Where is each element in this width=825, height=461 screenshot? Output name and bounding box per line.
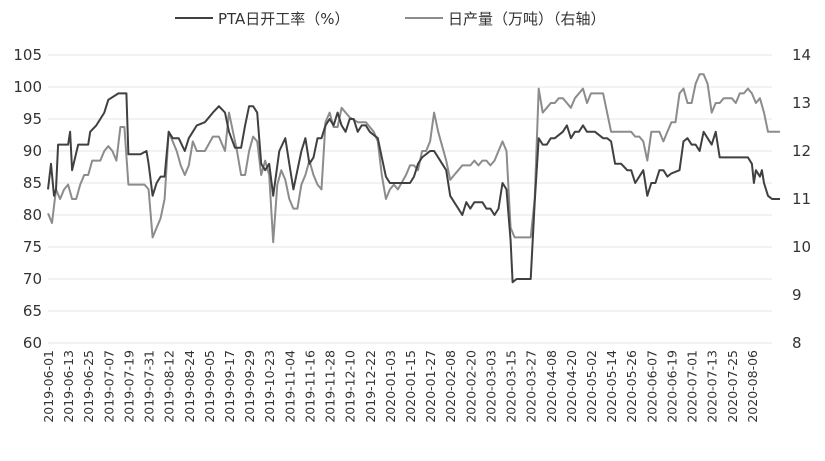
series-line-2	[47, 73, 780, 244]
legend-label-series-2: 日产量（万吨）（右轴）	[448, 10, 606, 28]
x-axis-tick-label: 2019-09-17	[222, 350, 237, 423]
x-axis-tick-label: 2020-03-27	[524, 350, 539, 423]
x-axis-tick-label: 2020-01-15	[403, 350, 418, 423]
x-axis-tick-label: 2020-02-20	[463, 350, 478, 423]
x-axis-tick-label: 2019-09-29	[242, 350, 257, 423]
series-layer	[47, 73, 781, 284]
x-axis-tick-label: 2020-07-01	[685, 350, 700, 423]
x-axis-tick-label: 2019-08-24	[182, 350, 197, 423]
left-axis-ticks: 60 65 70 75 80 85 90 95 100 105	[13, 46, 42, 352]
x-axis-tick-label: 2020-06-07	[644, 350, 659, 423]
x-axis-tick-label: 2020-05-02	[584, 350, 599, 423]
right-axis-tick-label: 8	[792, 334, 802, 352]
x-axis-tick-label: 2020-02-08	[443, 350, 458, 423]
x-axis-tick-label: 2019-09-05	[202, 350, 217, 423]
x-axis-tick-label: 2019-07-19	[121, 350, 136, 423]
right-axis-tick-label: 11	[792, 190, 811, 208]
right-axis-tick-label: 12	[792, 142, 811, 160]
x-axis-tick-label: 2019-06-25	[81, 350, 96, 423]
left-axis-tick-label: 95	[23, 110, 42, 128]
x-axis-tick-label: 2019-08-12	[162, 350, 177, 423]
x-axis-tick-label: 2020-03-15	[504, 350, 519, 423]
legend: PTA日开工率（%） 日产量（万吨）（右轴）	[175, 10, 606, 28]
x-axis-tick-label: 2019-12-22	[363, 350, 378, 423]
x-axis-tick-label: 2020-01-03	[383, 350, 398, 423]
x-axis-tick-label: 2020-06-19	[664, 350, 679, 423]
x-axis-tick-label: 2020-08-06	[745, 350, 760, 423]
x-axis-tick-label: 2020-05-14	[604, 350, 619, 423]
left-axis-tick-label: 60	[23, 334, 42, 352]
x-axis-tick-label: 2019-11-28	[323, 350, 338, 423]
right-axis-tick-label: 13	[792, 94, 811, 112]
legend-label-series-1: PTA日开工率（%）	[218, 10, 350, 28]
x-axis-tick-label: 2019-06-13	[61, 350, 76, 423]
left-axis-tick-label: 80	[23, 206, 42, 224]
series-1	[47, 92, 781, 284]
left-axis-tick-label: 70	[23, 270, 42, 288]
left-axis-tick-label: 100	[13, 78, 42, 96]
left-axis-tick-label: 105	[13, 46, 42, 64]
x-axis-tick-label: 2019-11-04	[282, 350, 297, 423]
series-line-1	[47, 92, 780, 284]
x-axis-tick-label: 2019-06-01	[41, 350, 56, 423]
x-axis-tick-label: 2019-11-16	[302, 350, 317, 423]
x-axis-tick-label: 2019-10-23	[262, 350, 277, 423]
x-axis-tick-label: 2020-04-20	[564, 350, 579, 423]
left-axis-tick-label: 85	[23, 174, 42, 192]
x-axis-tick-label: 2020-05-26	[624, 350, 639, 423]
gridlines	[48, 54, 772, 344]
x-axis-tick-label: 2020-01-27	[423, 350, 438, 423]
x-axis-tick-label: 2019-07-07	[101, 350, 116, 423]
x-axis-tick-label: 2020-04-08	[544, 350, 559, 423]
x-axis-tick-label: 2019-07-31	[142, 350, 157, 423]
left-axis-tick-label: 90	[23, 142, 42, 160]
right-axis-ticks: 8 9 10 11 12 13 14	[792, 46, 811, 352]
right-axis-tick-label: 9	[792, 286, 802, 304]
right-axis-tick-label: 14	[792, 46, 811, 64]
series-2	[47, 73, 781, 244]
x-axis-tick-label: 2020-07-25	[725, 350, 740, 423]
x-axis-ticks: 2019-06-01 2019-06-13 2019-06-25 2019-07-07…	[41, 350, 760, 423]
x-axis-tick-label: 2020-03-03	[483, 350, 498, 423]
x-axis-tick-label: 2020-07-13	[705, 350, 720, 423]
x-axis-tick-label: 2019-12-10	[343, 350, 358, 423]
left-axis-tick-label: 75	[23, 238, 42, 256]
left-axis-tick-label: 65	[23, 302, 42, 320]
right-axis-tick-label: 10	[792, 238, 811, 256]
